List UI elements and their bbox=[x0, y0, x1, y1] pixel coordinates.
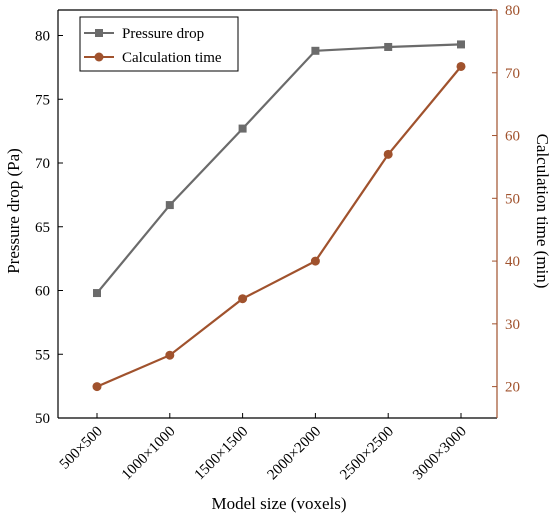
data-point-calculation-time bbox=[383, 149, 393, 159]
data-point-pressure-drop bbox=[165, 201, 174, 210]
y-axis-left-title: Pressure drop (Pa) bbox=[4, 148, 23, 274]
legend-label-calculation-time: Calculation time bbox=[122, 50, 222, 66]
y-right-tick-label: 20 bbox=[505, 380, 520, 396]
y-right-tick-label: 40 bbox=[505, 254, 520, 270]
data-point-pressure-drop bbox=[93, 289, 101, 298]
legend-marker-pressure-drop bbox=[95, 29, 103, 37]
legend-label-pressure-drop: Pressure drop bbox=[122, 26, 204, 42]
x-tick-label: 2000×2000 bbox=[265, 424, 325, 484]
series-layer bbox=[92, 40, 466, 392]
y-right-tick-label: 50 bbox=[505, 191, 520, 207]
y-left-tick-label: 75 bbox=[35, 92, 50, 108]
axes: 50 55 60 65 70 75 80 20 30 40 50 60 70 80 500×500 1000×… bbox=[35, 3, 520, 483]
y-axis-right-title: Calculation time (min) bbox=[533, 134, 550, 289]
series-line-calculation-time bbox=[96, 65, 462, 388]
data-point-pressure-drop bbox=[384, 42, 393, 51]
series-line-pressure-drop bbox=[96, 43, 462, 294]
y-left-tick-label: 50 bbox=[35, 411, 50, 427]
y-left-tick-label: 65 bbox=[35, 220, 50, 236]
data-point-pressure-drop bbox=[238, 124, 247, 133]
data-point-pressure-drop bbox=[311, 46, 320, 55]
x-tick-label: 3000×3000 bbox=[410, 424, 470, 484]
x-tick-label: 1000×1000 bbox=[119, 424, 179, 484]
y-right-tick-label: 80 bbox=[505, 3, 520, 19]
data-point-calculation-time bbox=[238, 294, 248, 304]
y-right-tick-label: 70 bbox=[505, 66, 520, 82]
y-right-tick-label: 30 bbox=[505, 317, 520, 333]
y-left-tick-label: 55 bbox=[35, 347, 50, 363]
data-point-calculation-time bbox=[165, 350, 175, 360]
data-point-pressure-drop bbox=[457, 40, 465, 49]
x-tick-label: 2500×2500 bbox=[337, 424, 397, 484]
y-left-tick-label: 60 bbox=[35, 284, 50, 300]
data-point-calculation-time bbox=[310, 256, 320, 266]
y-right-tick-label: 60 bbox=[505, 129, 520, 145]
data-point-calculation-time bbox=[456, 61, 466, 71]
x-axis-title: Model size (voxels) bbox=[211, 494, 346, 513]
x-tick-label: 500×500 bbox=[57, 424, 106, 473]
legend-box bbox=[79, 16, 239, 72]
y-left-tick-label: 80 bbox=[35, 29, 50, 45]
y-left-tick-label: 70 bbox=[35, 156, 50, 172]
legend: Pressure drop Calculation time bbox=[79, 16, 239, 72]
legend-marker-calculation-time bbox=[94, 52, 104, 62]
data-point-calculation-time bbox=[92, 382, 102, 392]
x-tick-label: 1500×1500 bbox=[192, 424, 252, 484]
